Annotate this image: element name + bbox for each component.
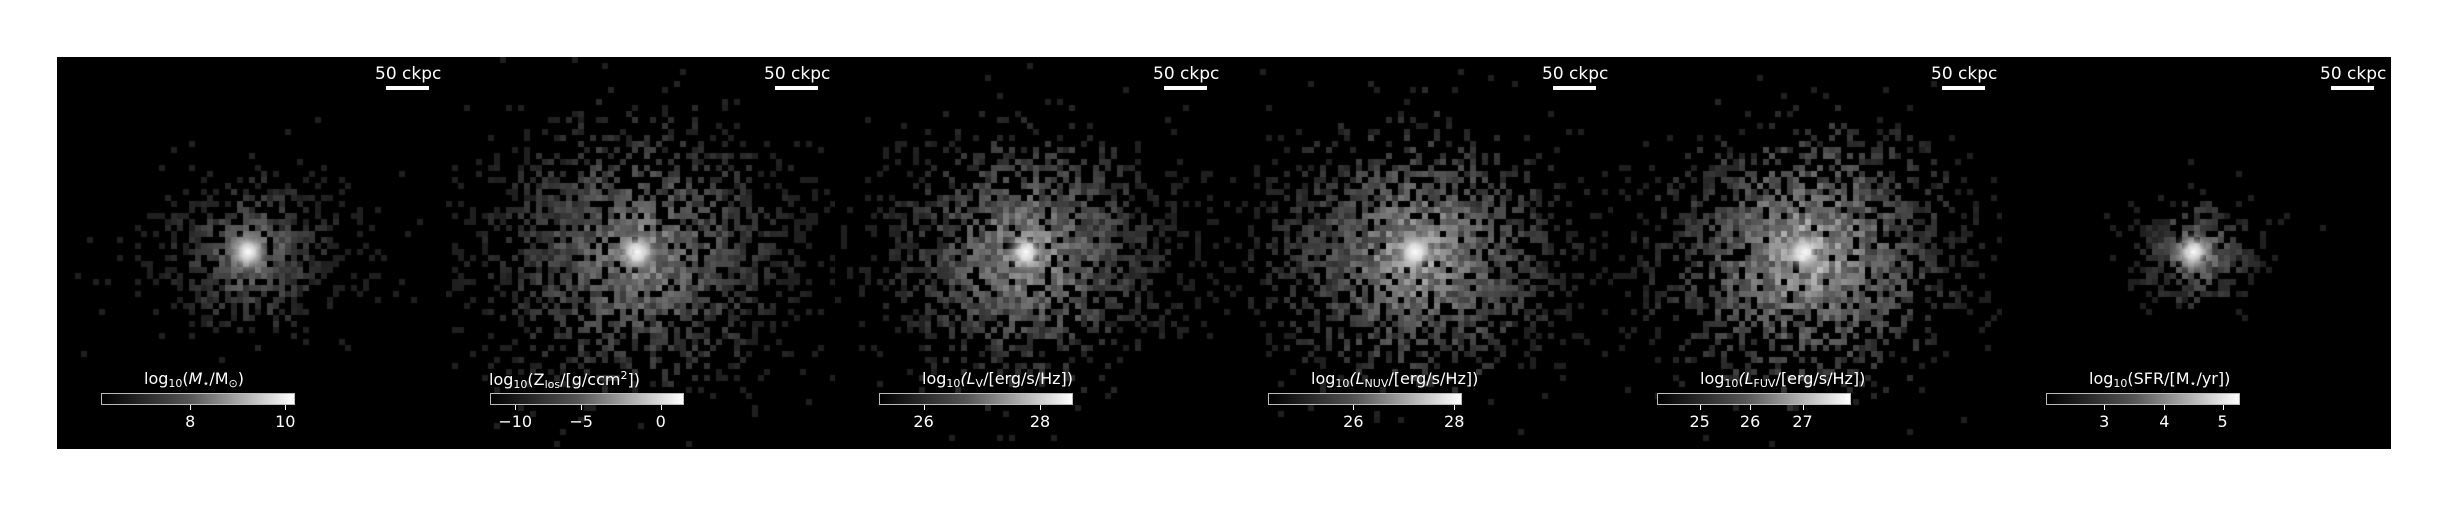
colorbar-tick-label: 3 (2099, 412, 2110, 431)
colorbar-label: log10(M⋆/M⊙) (144, 369, 245, 390)
colorbar-tick-label: 27 (1792, 412, 1813, 431)
colorbar-label: log10(LFUV/[erg/s/Hz]) (1700, 369, 1866, 390)
colorbar-tick (515, 405, 517, 410)
colorbar-tick-label: 0 (655, 412, 666, 431)
map-panel-sfr: 50 ckpc log10(SFR/[M⋆/yr]) 3 4 5 (2002, 57, 2391, 449)
colorbar (879, 393, 1073, 405)
scalebar-line (386, 86, 429, 90)
colorbar-tick-label: 28 (1444, 412, 1465, 431)
colorbar-tick (2104, 405, 2106, 410)
colorbar-label: log10(Zlos/[g/ccm2]) (489, 369, 640, 391)
colorbar-label: log10(LV/[erg/s/Hz]) (922, 369, 1074, 390)
scalebar-line (1164, 86, 1207, 90)
colorbar-label: log10(LNUV/[erg/s/Hz]) (1311, 369, 1479, 390)
colorbar-tick (285, 405, 287, 410)
colorbar-tick-label: 28 (1029, 412, 1051, 431)
colorbar-tick-label: −10 (498, 412, 533, 431)
colorbar (1268, 393, 1462, 405)
colorbar-tick (1040, 405, 1042, 410)
scalebar-line (1553, 86, 1596, 90)
colorbar-tick (1750, 405, 1752, 410)
colorbar (101, 393, 295, 405)
colorbar-tick (1802, 405, 1804, 410)
colorbar-tick-label: 4 (2159, 412, 2170, 431)
figure-strip: 50 ckpc log10(M⋆/M⊙) 8 10 50 ckpc log10(Zlos/… (57, 57, 2391, 449)
colorbar-label: log10(SFR/[M⋆/yr]) (2089, 369, 2231, 390)
colorbar-tick-label: 10 (275, 412, 296, 431)
scalebar-label: 50 ckpc (1931, 64, 1998, 84)
colorbar-tick (2164, 405, 2166, 410)
scalebar-label: 50 ckpc (1542, 64, 1609, 84)
colorbar-tick (660, 405, 662, 410)
map-panel-stellar-mass: 50 ckpc log10(M⋆/M⊙) 8 10 (57, 57, 446, 449)
scalebar-label: 50 ckpc (764, 64, 831, 84)
colorbar-tick (1699, 405, 1701, 410)
map-panel-luminosity-v: 50 ckpc log10(LV/[erg/s/Hz]) 26 28 (835, 57, 1224, 449)
galaxy-map-luminosity-nuv (1224, 57, 1613, 449)
colorbar-tick (581, 405, 583, 410)
colorbar (1657, 393, 1851, 405)
colorbar (2046, 393, 2240, 405)
scalebar-label: 50 ckpc (375, 64, 442, 84)
galaxy-map-stellar-mass (57, 57, 446, 449)
scalebar-label: 50 ckpc (2320, 64, 2387, 84)
scalebar-label: 50 ckpc (1153, 64, 1220, 84)
colorbar-tick-label: 25 (1689, 412, 1710, 431)
colorbar-tick (923, 405, 925, 410)
map-panel-metallicity: 50 ckpc log10(Zlos/[g/ccm2]) −10 −5 0 (446, 57, 835, 449)
map-panel-luminosity-nuv: 50 ckpc log10(LNUV/[erg/s/Hz]) 26 28 (1224, 57, 1613, 449)
colorbar-tick-label: 26 (1343, 412, 1364, 431)
scalebar-line (775, 86, 818, 90)
colorbar-tick-label: 5 (2217, 412, 2228, 431)
colorbar-tick-label: 26 (913, 412, 934, 431)
colorbar-tick (1353, 405, 1355, 410)
colorbar-tick-label: 26 (1739, 412, 1761, 431)
galaxy-map-metallicity (446, 57, 835, 449)
colorbar-tick-label: 8 (185, 412, 196, 431)
colorbar-tick (190, 405, 192, 410)
map-panel-luminosity-fuv: 50 ckpc log10(LFUV/[erg/s/Hz]) 25 26 27 (1613, 57, 2002, 449)
colorbar-tick (2222, 405, 2224, 410)
colorbar-tick (1454, 405, 1456, 410)
scalebar-line (1942, 86, 1985, 90)
galaxy-map-sfr (2002, 57, 2391, 449)
colorbar (490, 393, 684, 405)
scalebar-line (2331, 86, 2374, 90)
colorbar-tick-label: −5 (569, 412, 593, 431)
galaxy-map-luminosity-v (835, 57, 1224, 449)
galaxy-map-luminosity-fuv (1613, 57, 2002, 449)
